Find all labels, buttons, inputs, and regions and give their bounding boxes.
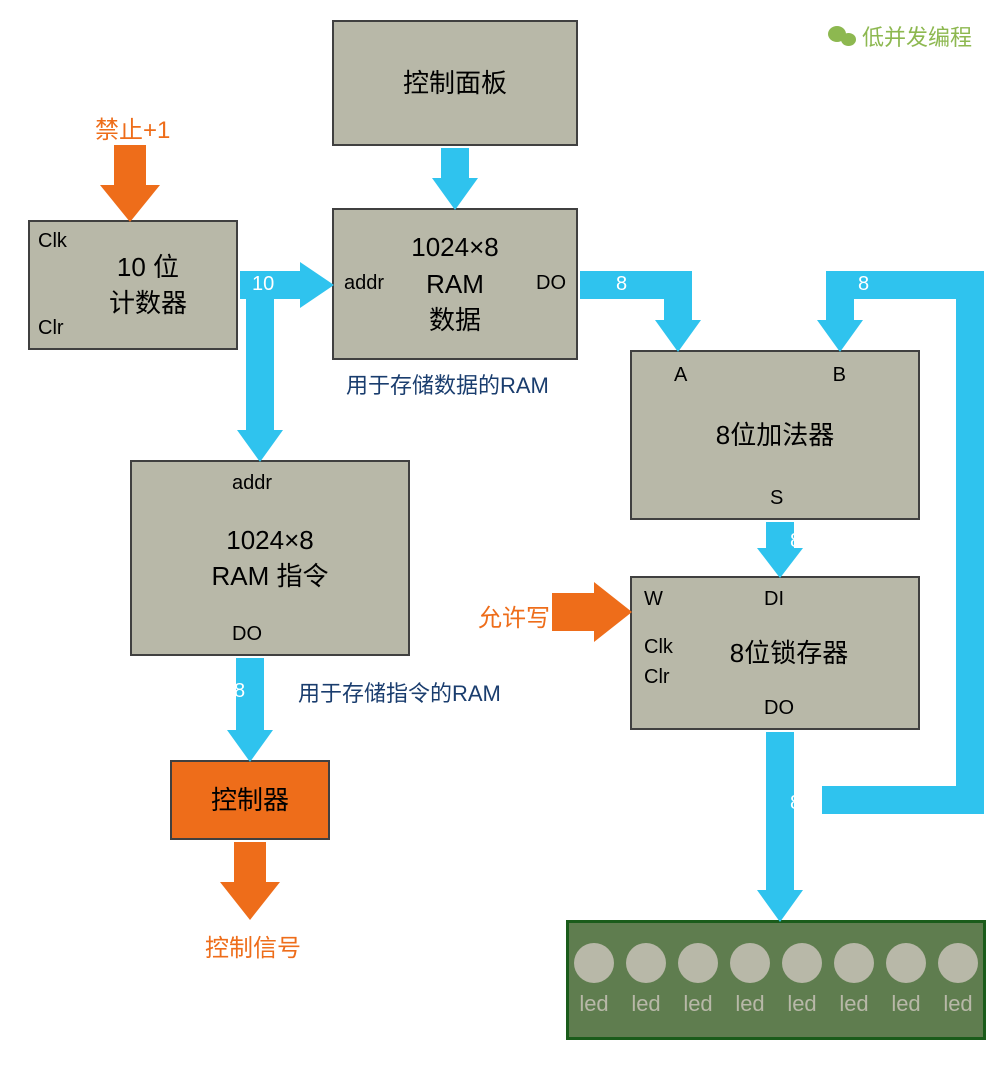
bus-width-10: 10 [252, 273, 274, 296]
bus-width-8-raminst: 8 [234, 680, 245, 703]
bus-width-8-latchdo: 8 [790, 792, 801, 815]
bus-width-8-s: 8 [790, 530, 801, 553]
bus-width-8-fb: 8 [858, 273, 869, 296]
bus-width-8-ramdo: 8 [616, 273, 627, 296]
arrows-layer [0, 0, 1002, 1080]
